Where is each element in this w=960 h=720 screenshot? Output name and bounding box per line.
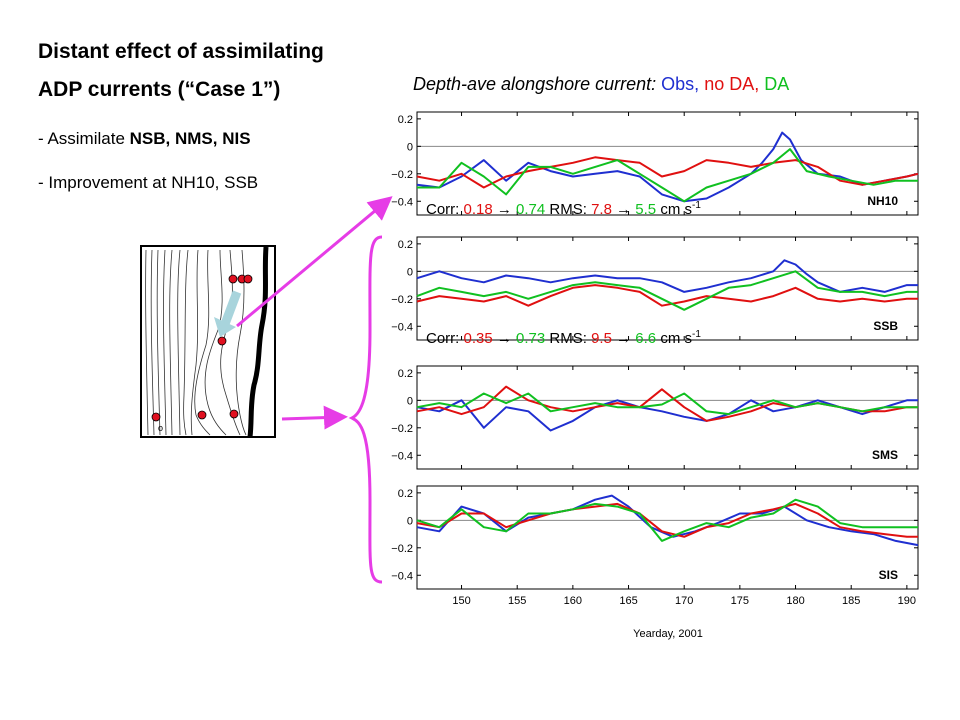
map-contour-label: o (158, 423, 163, 433)
map-bathymetry-contours (145, 249, 247, 436)
legend-obs: Obs (661, 74, 695, 94)
slide-title-line1: Distant effect of assimilating (38, 40, 324, 63)
panel-label-nh10: NH10 (867, 194, 898, 208)
y-tick-label: −0.4 (391, 570, 413, 582)
y-tick-label: −0.2 (391, 294, 413, 306)
y-tick-label: 0 (407, 395, 413, 407)
station-nh-3[interactable] (243, 274, 253, 284)
station-sis[interactable] (151, 412, 161, 422)
stats-ssb-units-sup: -1 (692, 329, 701, 340)
x-axis-label: Yearday, 2001 (633, 628, 703, 640)
subtitle-prefix: Depth-ave alongshore current: (413, 74, 662, 94)
stats-nh10-rms-arrow: → (616, 201, 632, 218)
panel-label-ssb: SSB (873, 319, 898, 333)
map-stations (151, 274, 253, 422)
map-flow-arrow-shaft (220, 290, 242, 326)
stats-ssb-rms-arrow: → (616, 330, 632, 347)
y-tick-label: 0.2 (398, 488, 413, 500)
station-nh10[interactable] (228, 274, 238, 284)
station-ssb[interactable] (229, 409, 239, 419)
x-tick-label: 190 (898, 595, 916, 607)
legend-da: DA (764, 74, 790, 94)
stats-ssb-rms-before: 9.5 (591, 330, 612, 347)
stats-ssb-rms-label: RMS: (545, 330, 592, 347)
panel-nh10: 0.2 0 −0.2 −0.4 NH10 (391, 111, 919, 216)
series-da-sms (416, 392, 918, 416)
panel-frame (416, 365, 919, 470)
y-tick-label: 0 (407, 266, 413, 278)
x-tick-label: 160 (564, 595, 582, 607)
stats-nh10-rms-after: 5.5 (635, 201, 657, 218)
panel-ssb: 0.2 0 −0.2 −0.4 SSB (391, 236, 919, 341)
series-da-ssb (416, 270, 918, 311)
panel-label-sis: SIS (879, 568, 898, 582)
station-nsb[interactable] (217, 336, 227, 346)
stats-nh10: Corr: 0.18 → 0.74 RMS: 7.8 → 5.5 cm s-1 (426, 200, 701, 218)
y-tick-label: 0 (407, 141, 413, 153)
y-tick-label: 0.2 (398, 114, 413, 126)
stats-ssb-rms-after: 6.6 (635, 330, 657, 347)
y-tick-label: −0.4 (391, 196, 413, 208)
series-da-nh10 (417, 148, 918, 203)
y-tick-label: 0.2 (398, 239, 413, 251)
stats-ssb-units: cm s (656, 330, 692, 347)
map-coastline (247, 246, 269, 438)
panel-label-sms: SMS (872, 448, 898, 462)
map-flow-arrow-head (214, 317, 236, 337)
panels-bracket (348, 235, 383, 584)
stats-ssb-corr-label: Corr: (426, 330, 464, 347)
series-nodas-nh10 (416, 156, 919, 189)
connector-arrow-nh10 (236, 196, 393, 328)
stats-nh10-corr-arrow: → (496, 201, 512, 218)
stats-ssb-corr-before: 0.35 (463, 330, 493, 347)
x-tick-label: 170 (675, 595, 693, 607)
y-tick-label: −0.2 (391, 543, 413, 555)
bullet-assimilate-prefix: - Assimilate (38, 129, 130, 148)
x-tick-label: 185 (842, 595, 860, 607)
panel-frame (416, 111, 919, 216)
stats-nh10-corr-after: 0.74 (516, 201, 546, 218)
stats-nh10-corr-before: 0.18 (463, 201, 493, 218)
bullet-assimilate-stations: NSB, NMS, NIS (129, 129, 251, 148)
legend-nodas: no DA (704, 74, 755, 94)
panel-sms: 0.2 0 −0.2 −0.4 SMS (391, 365, 919, 470)
legend-sep-2: , (754, 74, 765, 94)
legend-sep-1: , (694, 74, 705, 94)
x-tick-label: 180 (786, 595, 804, 607)
series-da-sis (416, 498, 918, 542)
series-nodas-sis (416, 502, 918, 538)
location-map: o (140, 245, 276, 438)
stats-nh10-rms-label: RMS: (545, 201, 592, 218)
slide-title-line2: ADP currents (“Case 1”) (38, 78, 281, 101)
y-tick-label: −0.2 (391, 423, 413, 435)
x-tick-label: 165 (619, 595, 637, 607)
y-tick-label: −0.4 (391, 321, 413, 333)
stats-ssb-corr-after: 0.73 (516, 330, 546, 347)
stats-ssb-corr-arrow: → (496, 330, 512, 347)
station-sms[interactable] (197, 410, 207, 420)
bullet-assimilate: - Assimilate NSB, NMS, NIS (38, 129, 251, 149)
y-tick-label: 0 (407, 515, 413, 527)
y-tick-label: 0.2 (398, 368, 413, 380)
x-tick-label: 175 (731, 595, 749, 607)
chart-subtitle: Depth-ave alongshore current: Obs, no DA… (413, 74, 789, 95)
y-tick-label: −0.2 (391, 169, 413, 181)
stats-nh10-corr-label: Corr: (426, 201, 464, 218)
panel-sis: 0.2 0 −0.2 −0.4 SIS (391, 485, 919, 590)
connector-arrow-panels (281, 405, 348, 430)
stats-nh10-rms-before: 7.8 (591, 201, 612, 218)
panel-frame (416, 236, 919, 341)
stats-nh10-units: cm s (656, 201, 692, 218)
stats-ssb: Corr: 0.35 → 0.73 RMS: 9.5 → 6.6 cm s-1 (426, 329, 701, 347)
x-tick-label: 150 (452, 595, 470, 607)
y-tick-label: −0.4 (391, 450, 413, 462)
bullet-improvement: - Improvement at NH10, SSB (38, 173, 259, 192)
x-tick-label: 155 (508, 595, 526, 607)
stats-nh10-units-sup: -1 (692, 200, 701, 211)
